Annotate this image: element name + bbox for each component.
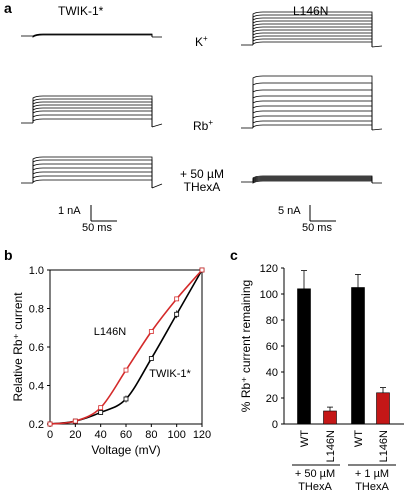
y-tick-label: 80 [266,315,278,327]
y-tick-label: 60 [266,341,278,353]
right-scale-bar [309,205,336,222]
data-point [98,410,104,415]
left-scale-current-label: 1 nA [58,205,81,217]
y-tick-label: 0.4 [29,381,44,393]
group1-treatment-label: + 50 µM THexA [294,468,336,493]
series-label-l146n: L146N [94,326,126,338]
panel-b-label: b [4,247,13,263]
l146n-thexa-traces [241,175,382,184]
thexa-condition-label: + 50 µM THexA [180,167,224,194]
data-point [72,418,78,424]
x-tick-label: 60 [120,429,132,441]
twik1-rb-traces [21,95,163,128]
l146n-column-title: L146N [293,4,329,18]
data-point [123,396,129,402]
y-tick-label: 1.0 [29,265,44,277]
y-tick-label: 0.8 [29,304,44,316]
current-traces [21,11,383,222]
data-point [199,267,205,273]
left-scale-time-label: 50 ms [82,222,112,234]
y-tick-label: 0 [272,419,278,431]
data-point [174,296,180,302]
x-tick-label: 120 [193,429,211,441]
x-tick-label: 0 [47,429,53,441]
group2-treatment-label: + 1 µM THexA [354,468,390,493]
y-tick-label: 120 [260,263,278,275]
y-tick-label: 40 [266,367,278,379]
panel-c-label: c [230,247,238,263]
bar [376,392,390,425]
category-label: WT [353,430,365,447]
twik1-column-title: TWIK-1* [58,4,104,18]
left-scale-bar [90,205,117,222]
l146n-k-traces [241,11,383,48]
y-tick-label: 20 [266,393,278,405]
y-tick-label: 0.2 [29,419,44,431]
twik1-k-traces [21,33,162,38]
data-point [148,356,154,361]
y-axis-label: % Rb⁺ current remaining [239,280,253,412]
twik1-thexa-traces [21,156,163,189]
data-point [148,329,154,335]
bar [297,288,311,425]
x-tick-label: 80 [145,429,157,441]
right-scale-current-label: 5 nA [278,205,301,217]
y-tick-label: 0.6 [29,342,44,354]
x-axis-label: Voltage (mV) [91,443,160,457]
data-point [174,311,180,317]
data-point [123,367,129,373]
l146n-rb-traces [241,75,383,131]
k-condition-label: K+ [195,34,208,49]
data-point [47,421,53,427]
category-label: WT [299,430,311,447]
x-tick-label: 20 [69,429,81,441]
category-label: L146N [325,430,337,462]
series-label-twik1: TWIK-1* [149,368,191,380]
panel-a-label: a [4,0,12,16]
data-point [98,405,104,411]
rb-condition-label: Rb+ [193,118,214,133]
x-tick-label: 100 [167,429,185,441]
right-scale-time-label: 50 ms [302,222,332,234]
bar [323,410,337,425]
x-tick-label: 40 [95,429,107,441]
bar [351,287,365,425]
category-label: L146N [378,430,390,462]
y-tick-label: 100 [260,289,278,301]
y-axis-label: Relative Rb⁺ current [11,292,25,402]
